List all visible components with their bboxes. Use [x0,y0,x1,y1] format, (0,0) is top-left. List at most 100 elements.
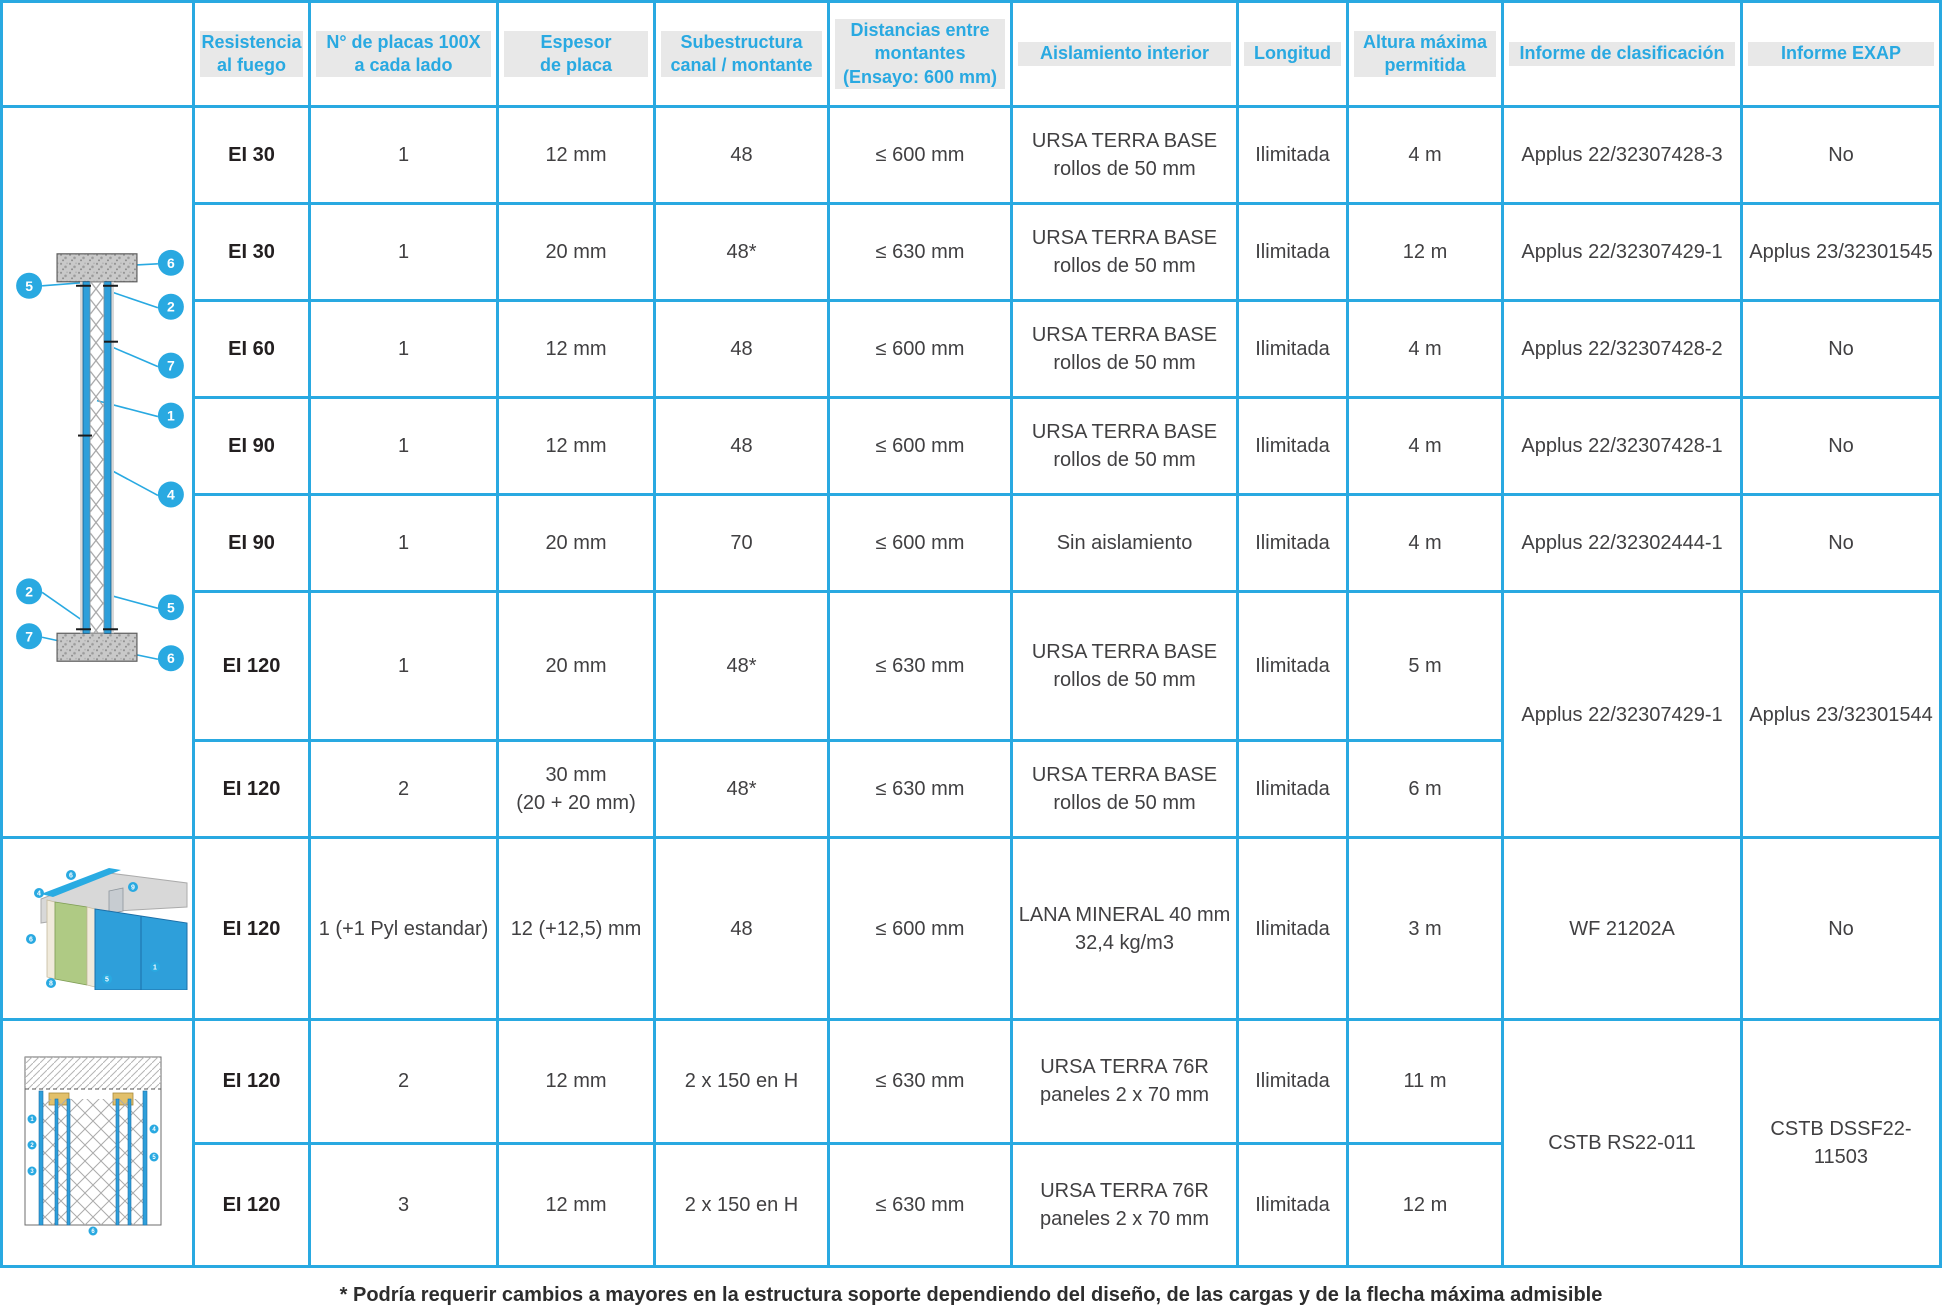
cell-aislamiento: URSA TERRA BASE rollos de 50 mm [1010,739,1239,839]
cell-placas: 2 [308,739,499,839]
plasterboard-right [103,281,111,634]
cell-informe-clasificacion: Applus 22/32307428-3 [1501,105,1743,205]
cell-subestructura: 48 [653,299,830,399]
wall-section-double-frame-diagram: 1 2 3 4 5 6 [0,1018,195,1268]
cell-espesor: 20 mm [496,493,656,593]
cell-altura: 4 m [1346,493,1504,593]
callout-number: 4 [167,486,175,502]
callout-badge: 2 [15,578,42,605]
cell-espesor: 20 mm [496,590,656,742]
callout-number: 5 [25,278,33,294]
callout-number: 1 [30,1117,34,1123]
callout-badges-right: 6 2 7 1 4 5 6 [157,249,184,672]
callout-number: 6 [69,873,73,880]
cell-subestructura: 2 x 150 en H [653,1018,830,1145]
callout-badge: 1 [157,402,184,429]
footnote: * Podría requerir cambios a mayores en l… [339,1284,1603,1306]
callout-badge: 7 [157,352,184,379]
col-header-espesor: Espesor de placa [496,0,656,108]
cell-informe-clasificacion: Applus 22/32302444-1 [1501,493,1743,593]
col-header-altura: Altura máxima permitida [1346,0,1504,108]
wall-3d-cutaway-drawing: 6 4 9 6 8 5 1 [25,868,187,990]
callout-badge: 5 [157,594,184,621]
cell-informe-exap: No [1740,836,1942,1021]
cell-resistencia: EI 30 [192,105,311,205]
corner-cell [0,0,195,108]
callout-number: 2 [25,583,33,599]
wall-section-single-frame-drawing: 6 2 7 1 4 5 6 5 2 7 [15,249,184,672]
callout-dot: 3 [27,1166,36,1176]
col-header-label: Subestructura canal / montante [661,30,822,78]
cell-subestructura: 48 [653,836,830,1021]
cell-espesor: 12 mm [496,1141,656,1268]
cell-longitud: Ilimitada [1236,105,1349,205]
cell-longitud: Ilimitada [1236,1018,1349,1145]
cell-altura: 6 m [1346,739,1504,839]
cell-distancias: ≤ 630 mm [827,590,1013,742]
cell-distancias: ≤ 600 mm [827,299,1013,399]
cell-informe-exap: No [1740,105,1942,205]
callout-number: 7 [167,358,175,374]
cell-distancias: ≤ 600 mm [827,493,1013,593]
table-row: EI 120 2 30 mm (20 + 20 mm) 48* ≤ 630 mm… [2,739,1941,839]
callout-number: 5 [152,1155,156,1161]
insulation-infill [89,281,104,634]
cell-informe-clasificacion: CSTB RS22-011 [1501,1018,1743,1268]
board-layer-right [86,906,95,988]
callout-dot: 2 [27,1140,36,1150]
cell-placas: 1 [308,493,499,593]
cell-resistencia: EI 60 [192,299,311,399]
cell-longitud: Ilimitada [1236,590,1349,742]
cell-informe-exap: No [1740,493,1942,593]
col-header-longitud: Longitud [1236,0,1349,108]
col-header-label: Aislamiento interior [1018,42,1231,66]
col-header-label: Informe EXAP [1748,42,1934,66]
callout-number: 6 [167,255,175,271]
cell-placas: 1 [308,105,499,205]
callout-badge: 6 [157,645,184,672]
cell-resistencia: EI 120 [192,590,311,742]
cell-placas: 1 [308,299,499,399]
callout-number: 5 [167,599,175,615]
cell-longitud: Ilimitada [1236,396,1349,496]
cell-informe-clasificacion: WF 21202A [1501,836,1743,1021]
cell-espesor: 12 (+12,5) mm [496,836,656,1021]
col-header-label: Distancias entre montantes (Ensayo: 600 … [835,18,1005,90]
wall-3d-cutaway-diagram: 6 4 9 6 8 5 1 [0,836,195,1021]
cell-informe-clasificacion: Applus 22/32307428-2 [1501,299,1743,399]
cell-resistencia: EI 90 [192,396,311,496]
cell-longitud: Ilimitada [1236,493,1349,593]
cell-espesor: 12 mm [496,105,656,205]
cell-placas: 1 [308,590,499,742]
callout-badge: 2 [157,293,184,320]
cell-aislamiento: URSA TERRA BASE rollos de 50 mm [1010,299,1239,399]
cell-placas: 1 [308,202,499,302]
callout-number: 6 [29,937,33,944]
cell-longitud: Ilimitada [1236,1141,1349,1268]
cell-distancias: ≤ 630 mm [827,202,1013,302]
col-header-informe-exap: Informe EXAP [1740,0,1942,108]
cell-altura: 12 m [1346,202,1504,302]
wall-section-single-frame-diagram: 6 2 7 1 4 5 6 5 2 7 [0,105,195,839]
table-row: 1 2 3 4 5 6 EI 120 2 12 mm 2 x 150 en H … [0,1018,1942,1268]
panel-top-edge [40,868,121,897]
cell-espesor: 30 mm (20 + 20 mm) [496,739,656,839]
cell-distancias: ≤ 600 mm [827,396,1013,496]
callout-dot: 5 [101,974,112,984]
cell-subestructura: 70 [653,493,830,593]
cell-altura: 4 m [1346,299,1504,399]
screw-marks [75,284,118,631]
col-header-distancias: Distancias entre montantes (Ensayo: 600 … [827,0,1013,108]
callout-dot: 5 [149,1152,158,1162]
cell-distancias: ≤ 630 mm [827,1141,1013,1268]
table-row: EI 30 1 20 mm 48* ≤ 630 mm URSA TERRA BA… [2,202,1942,302]
cell-resistencia: EI 120 [192,1141,311,1268]
callout-number: 2 [167,299,175,315]
table-row: EI 90 1 20 mm 70 ≤ 600 mm Sin aislamient… [2,493,1942,593]
cell-placas: 1 [308,396,499,496]
cell-resistencia: EI 90 [192,493,311,593]
callout-dots: 6 4 9 6 8 5 1 [25,870,160,988]
wall-section-double-frame-drawing: 1 2 3 4 5 6 [24,1056,161,1236]
cell-subestructura: 48* [653,590,830,742]
col-header-placas: N° de placas 100X a cada lado [308,0,499,108]
